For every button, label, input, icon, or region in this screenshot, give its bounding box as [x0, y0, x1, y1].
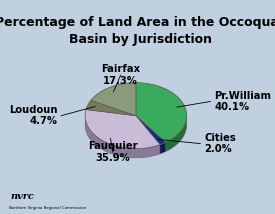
- Polygon shape: [160, 143, 166, 154]
- Polygon shape: [85, 125, 187, 158]
- Text: Cities
2.0%: Cities 2.0%: [204, 133, 236, 154]
- Polygon shape: [85, 110, 160, 149]
- Polygon shape: [85, 117, 160, 158]
- Text: Fairfax
17.3%: Fairfax 17.3%: [101, 64, 140, 86]
- Polygon shape: [86, 100, 136, 116]
- Text: nvrc: nvrc: [10, 192, 34, 201]
- Polygon shape: [136, 116, 166, 145]
- Polygon shape: [166, 116, 187, 152]
- Text: Loudoun
4.7%: Loudoun 4.7%: [9, 105, 57, 126]
- Text: Northern Virginia Regional Commission: Northern Virginia Regional Commission: [9, 206, 86, 210]
- Polygon shape: [91, 83, 136, 116]
- Text: Fauquier
35.9%: Fauquier 35.9%: [88, 141, 138, 163]
- Text: Pr.William
40.1%: Pr.William 40.1%: [214, 91, 271, 112]
- Title: Percentage of Land Area in the Occoquan
Basin by Jurisdiction: Percentage of Land Area in the Occoquan …: [0, 16, 275, 46]
- Polygon shape: [136, 83, 187, 143]
